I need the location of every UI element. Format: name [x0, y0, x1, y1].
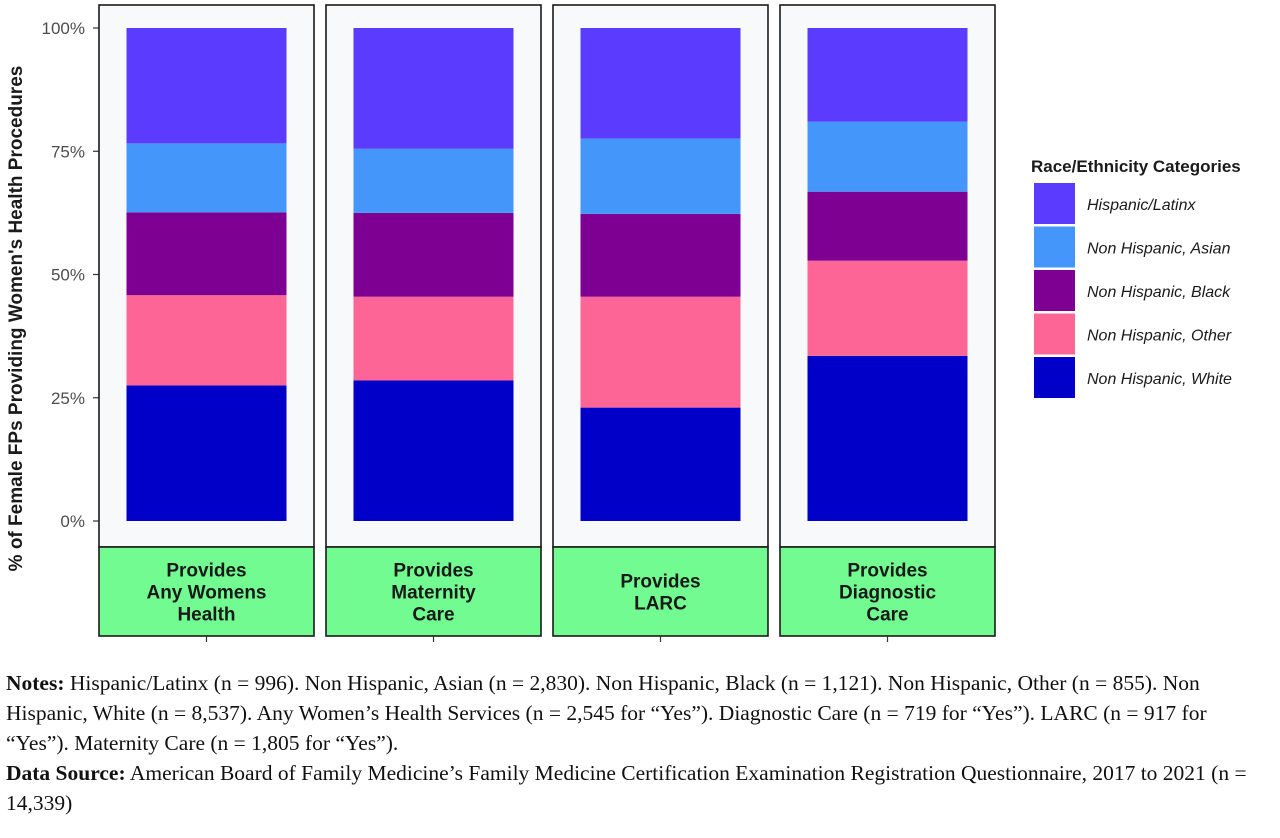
bar-segment [580, 28, 741, 139]
bar-segment [807, 260, 968, 356]
facet-panel: Provides LARC [552, 4, 769, 642]
facet-panel: Provides Any Womens Health [98, 4, 315, 642]
legend-key [1034, 313, 1075, 355]
bar-segment [353, 380, 514, 521]
facet-strip-label-line: Diagnostic [839, 583, 937, 604]
legend-key [1034, 270, 1075, 311]
legend-key [1034, 183, 1075, 224]
y-axis: % of Female FPs Providing Women's Health… [6, 19, 99, 571]
bar-segment [580, 138, 741, 214]
facet-strip-label-line: Care [866, 605, 908, 626]
notes-text: Hispanic/Latinx (n = 996). Non Hispanic,… [6, 671, 1207, 755]
y-tick-label: 25% [51, 389, 85, 408]
facet-strip-label: Provides LARC [620, 572, 700, 615]
bar-segment [807, 355, 968, 521]
facet-strip [325, 546, 542, 637]
facet-panel: Provides Maternity Care [325, 4, 542, 642]
bar-segment [807, 191, 968, 261]
facet-strip-label-line: Provides [393, 561, 473, 582]
facet-strip-label-line: Provides [166, 561, 246, 582]
legend-key [1034, 357, 1075, 398]
facet-strip-label-line: Any Womens [146, 583, 266, 604]
legend: Race/Ethnicity Categories Hispanic/Latinx… [1031, 157, 1241, 398]
bar-segment [353, 148, 514, 213]
y-tick-label: 75% [51, 142, 85, 161]
facet-strip [779, 546, 996, 637]
y-axis-label: % of Female FPs Providing Women's Health… [6, 66, 27, 572]
facet-strip-label-line: LARC [634, 594, 687, 615]
source-label: Data Source: [6, 761, 126, 785]
facet-panel: Provides Diagnostic Care [779, 4, 996, 642]
y-tick-label: 100% [42, 19, 85, 38]
stacked-bar-chart: % of Female FPs Providing Women's Health… [6, 4, 1241, 642]
notes-paragraph: Notes: Hispanic/Latinx (n = 996). Non Hi… [6, 668, 1274, 758]
facet-strip-label-line: Health [177, 605, 235, 626]
bar-segment [126, 295, 287, 386]
legend-label: Non Hispanic, White [1087, 371, 1232, 388]
legend-label: Non Hispanic, Other [1087, 328, 1232, 345]
bar-segment [807, 121, 968, 192]
legend-key [1034, 226, 1075, 268]
bar-segment [353, 296, 514, 381]
bar-segment [126, 143, 287, 213]
y-tick-label: 50% [51, 266, 85, 285]
bar-segment [580, 407, 741, 521]
bar-segment [126, 385, 287, 521]
facet-strip-label-line: Maternity [391, 583, 476, 604]
bar-segment [580, 296, 741, 408]
y-tick-label: 0% [60, 512, 85, 531]
facet-strip-label-line: Care [412, 605, 454, 626]
source-text: American Board of Family Medicine’s Fami… [6, 761, 1247, 815]
bar-segment [353, 212, 514, 297]
facet-strip-label: Provides Diagnostic Care [839, 561, 937, 626]
facet-strip-label-line: Provides [847, 561, 927, 582]
legend-title: Race/Ethnicity Categories [1031, 157, 1241, 176]
notes-label: Notes: [6, 671, 65, 695]
legend-label: Hispanic/Latinx [1087, 197, 1197, 214]
legend-label: Non Hispanic, Black [1087, 284, 1231, 301]
bar-segment [807, 28, 968, 122]
facet-strip [552, 546, 769, 637]
legend-label: Non Hispanic, Asian [1087, 241, 1231, 258]
figure-notes: Notes: Hispanic/Latinx (n = 996). Non Hi… [6, 668, 1274, 818]
facet-strip-label: Provides Maternity Care [391, 561, 476, 626]
bar-segment [580, 213, 741, 297]
bar-segment [126, 28, 287, 144]
bar-segment [353, 28, 514, 149]
bar-segment [126, 212, 287, 296]
facet-strip-label-line: Provides [620, 572, 700, 593]
facet-strip-label: Provides Any Womens Health [146, 561, 266, 626]
source-paragraph: Data Source: American Board of Family Me… [6, 758, 1274, 818]
